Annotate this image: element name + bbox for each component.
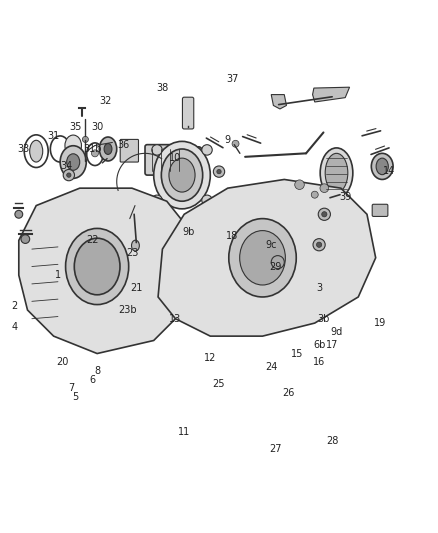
- Ellipse shape: [74, 238, 120, 295]
- Ellipse shape: [376, 158, 389, 175]
- Polygon shape: [271, 94, 286, 109]
- Text: 12: 12: [204, 353, 216, 363]
- Circle shape: [82, 136, 88, 142]
- Ellipse shape: [131, 240, 139, 251]
- Ellipse shape: [104, 143, 112, 155]
- Text: 23: 23: [126, 248, 138, 259]
- Ellipse shape: [66, 229, 129, 304]
- Text: 31: 31: [47, 131, 60, 141]
- Ellipse shape: [371, 154, 393, 180]
- Text: 15: 15: [291, 349, 304, 359]
- Ellipse shape: [65, 135, 81, 156]
- Circle shape: [217, 169, 221, 174]
- Ellipse shape: [169, 158, 195, 192]
- Text: 37: 37: [226, 75, 238, 84]
- Text: 3b: 3b: [317, 314, 330, 324]
- Text: 8: 8: [94, 366, 100, 376]
- Text: 9: 9: [225, 135, 231, 146]
- Text: 18: 18: [226, 231, 238, 241]
- Circle shape: [63, 169, 74, 181]
- Text: 7: 7: [68, 383, 74, 393]
- Text: 13: 13: [170, 314, 182, 324]
- Ellipse shape: [229, 219, 296, 297]
- Text: 20: 20: [56, 357, 68, 367]
- Ellipse shape: [154, 141, 210, 209]
- Circle shape: [202, 144, 212, 155]
- Text: 22: 22: [87, 236, 99, 245]
- Circle shape: [317, 242, 322, 247]
- Ellipse shape: [240, 231, 286, 285]
- Circle shape: [213, 166, 225, 177]
- Text: 38: 38: [156, 83, 169, 93]
- Text: 17: 17: [326, 340, 338, 350]
- Circle shape: [311, 191, 318, 198]
- FancyBboxPatch shape: [145, 144, 193, 175]
- Ellipse shape: [30, 140, 43, 162]
- Circle shape: [152, 195, 162, 206]
- Text: 9c: 9c: [265, 240, 277, 250]
- Circle shape: [295, 180, 304, 189]
- Polygon shape: [313, 87, 350, 102]
- Circle shape: [320, 184, 328, 192]
- Text: 31b: 31b: [84, 144, 102, 154]
- Circle shape: [318, 208, 330, 220]
- Text: 27: 27: [269, 445, 282, 454]
- Text: 9d: 9d: [330, 327, 343, 337]
- Text: 2: 2: [11, 301, 18, 311]
- Text: 32: 32: [100, 96, 112, 106]
- Circle shape: [313, 239, 325, 251]
- FancyBboxPatch shape: [183, 97, 194, 129]
- FancyBboxPatch shape: [372, 204, 388, 216]
- Text: 1: 1: [55, 270, 61, 280]
- Ellipse shape: [67, 154, 80, 171]
- Text: 21: 21: [130, 283, 142, 293]
- Circle shape: [202, 195, 212, 206]
- Circle shape: [21, 235, 30, 244]
- Text: 6b: 6b: [313, 340, 325, 350]
- Circle shape: [15, 211, 23, 218]
- Text: 34: 34: [60, 161, 73, 172]
- Polygon shape: [19, 188, 193, 353]
- Text: 29: 29: [269, 262, 282, 271]
- Text: 5: 5: [72, 392, 78, 402]
- Text: 24: 24: [265, 361, 277, 372]
- Circle shape: [67, 173, 71, 177]
- Text: 26: 26: [283, 387, 295, 398]
- Text: 25: 25: [213, 379, 225, 389]
- Text: 14: 14: [383, 166, 395, 176]
- Circle shape: [152, 144, 162, 155]
- Text: 6: 6: [90, 375, 96, 385]
- Circle shape: [232, 140, 239, 147]
- FancyBboxPatch shape: [120, 140, 138, 162]
- Ellipse shape: [192, 147, 205, 173]
- Ellipse shape: [99, 137, 117, 161]
- Text: 11: 11: [178, 427, 190, 437]
- Text: 30: 30: [91, 122, 103, 132]
- Circle shape: [322, 212, 327, 217]
- Circle shape: [92, 150, 99, 157]
- Text: 33: 33: [17, 144, 29, 154]
- Text: 35: 35: [69, 122, 81, 132]
- Ellipse shape: [325, 154, 348, 192]
- Text: 39: 39: [339, 192, 351, 202]
- Text: 36: 36: [117, 140, 129, 150]
- Text: 23b: 23b: [118, 305, 137, 315]
- Text: 4: 4: [11, 322, 18, 333]
- Ellipse shape: [60, 146, 86, 179]
- Text: 28: 28: [326, 435, 338, 446]
- Text: 19: 19: [374, 318, 386, 328]
- Polygon shape: [158, 180, 376, 336]
- Text: 3: 3: [316, 283, 322, 293]
- Text: 10: 10: [170, 152, 182, 163]
- Text: 9b: 9b: [182, 227, 195, 237]
- Ellipse shape: [320, 148, 353, 198]
- Ellipse shape: [161, 149, 203, 201]
- Text: 16: 16: [313, 357, 325, 367]
